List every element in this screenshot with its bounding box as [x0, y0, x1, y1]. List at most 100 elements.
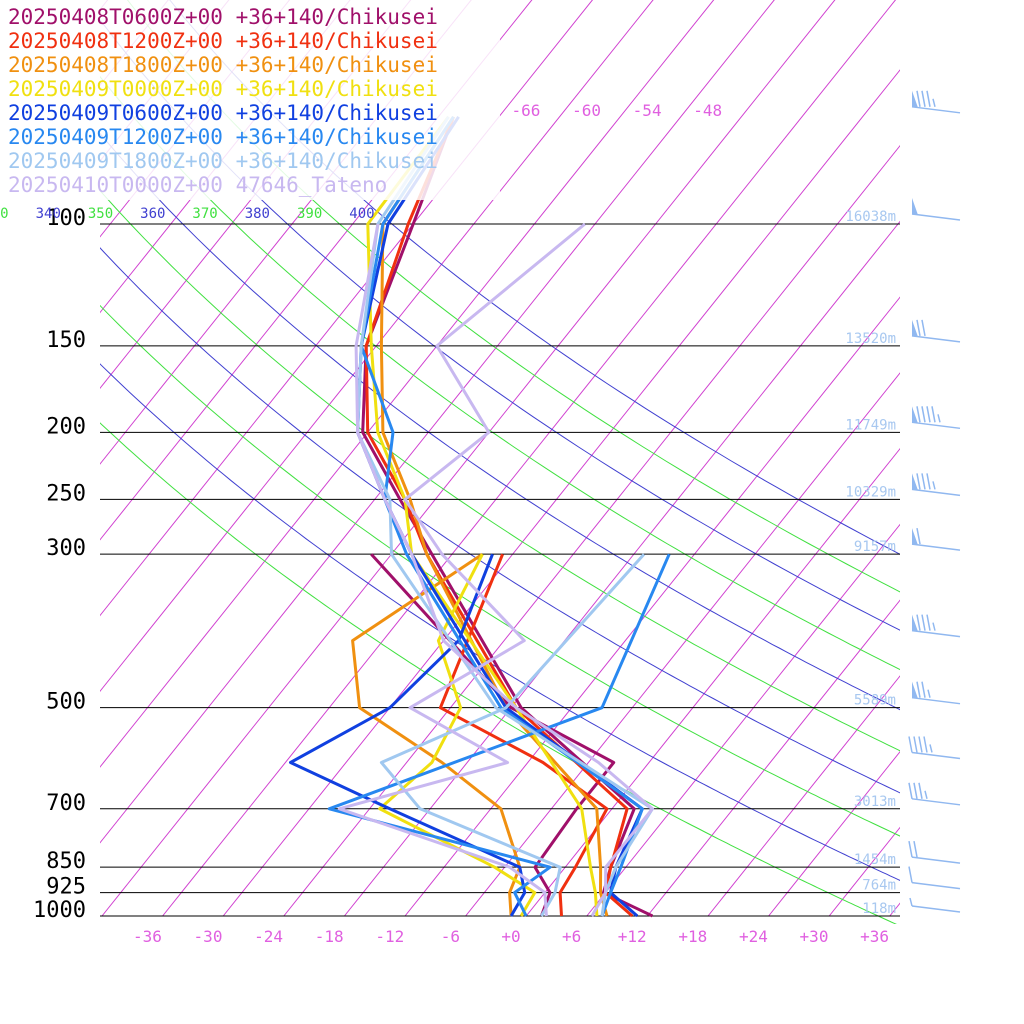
sounding-profiles	[289, 115, 671, 918]
dry-adiabat-line	[100, 247, 900, 794]
pressure-label: 500	[46, 690, 86, 715]
height-label: 1454m	[854, 852, 896, 868]
temperature-label: +24	[739, 927, 768, 946]
height-label: 3013m	[854, 794, 896, 810]
wind-barb	[908, 782, 961, 806]
legend-entry: 20250408T0600Z+00 +36+140/Chikusei	[8, 5, 438, 29]
temperature-label: -6	[441, 927, 460, 946]
legend-entry: 20250408T1200Z+00 +36+140/Chikusei	[8, 29, 438, 53]
temperature-profile-line	[359, 115, 644, 917]
height-label: 5589m	[854, 693, 896, 709]
legend-entry: 20250408T1800Z+00 +36+140/Chikusei	[8, 53, 438, 77]
dry-adiabat-line	[126, 0, 900, 593]
pressure-label: 300	[46, 536, 86, 561]
height-label: 9157m	[854, 539, 896, 555]
wind-barb	[911, 528, 961, 551]
legend-entry: 20250409T1800Z+00 +36+140/Chikusei	[8, 149, 438, 173]
legend-entry: 20250410T0000Z+00 47646_Tateno	[8, 173, 387, 197]
pressure-label: 850	[46, 849, 86, 874]
dewpoint-profile-line	[327, 553, 671, 917]
theta-label: 370	[192, 206, 217, 222]
dry-adiabat-line	[100, 422, 897, 924]
dry-adiabat-line	[100, 363, 900, 881]
isotherm-line	[950, 0, 1024, 916]
theta-label: 360	[140, 206, 165, 222]
theta-label: 340	[36, 206, 61, 222]
isotherm-line	[101, 0, 836, 917]
isotherm-line	[525, 447, 900, 917]
dewpoint-profile-line	[370, 553, 616, 917]
height-label: 11749m	[845, 417, 896, 433]
dry-adiabat-line	[100, 19, 900, 631]
height-label: 16038m	[845, 209, 896, 225]
temperature-label: +6	[562, 927, 581, 946]
wind-barb	[908, 866, 961, 890]
height-label: 10329m	[845, 484, 896, 500]
theta-label: 350	[88, 206, 113, 222]
wind-barbs	[908, 90, 961, 913]
top-temperature-labels: -66 -60 -54 -48	[511, 101, 722, 120]
wind-barb	[911, 406, 961, 430]
height-labels: 16038m 13520m 11749m 10329m 9157m 5589m 3013m 1…	[845, 209, 896, 917]
temperature-profile-line	[354, 223, 654, 917]
wind-barb	[911, 614, 961, 638]
theta-label: 380	[245, 206, 270, 222]
wind-barb	[911, 681, 961, 705]
dewpoint-profile-line	[351, 552, 522, 917]
isotherm-line	[100, 0, 594, 617]
pressure-label: 150	[46, 328, 86, 353]
temperature-label: +18	[678, 927, 707, 946]
dewpoint-profile-line	[337, 222, 586, 917]
dewpoint-profile-line	[378, 553, 537, 917]
top-temperature-label: -66	[511, 101, 540, 120]
top-temperature-label: -54	[633, 101, 662, 120]
legend-entry: 20250409T0600Z+00 +36+140/Chikusei	[8, 101, 438, 125]
wind-barb	[908, 841, 961, 864]
pressure-label: 700	[46, 791, 86, 816]
temperature-profile-line	[356, 115, 654, 917]
pressure-label: 1000	[33, 898, 86, 923]
dewpoint-profile-line	[438, 553, 609, 917]
wind-barb	[911, 198, 961, 221]
isotherm-line	[100, 0, 654, 693]
pressure-label: 250	[46, 481, 86, 506]
wind-barb	[911, 319, 961, 343]
isotherm-line	[707, 675, 900, 917]
isotherm-line	[162, 0, 897, 917]
wind-barb	[908, 736, 961, 760]
dewpoint-profile-line	[289, 553, 527, 917]
pressure-label: 100	[46, 206, 86, 231]
legend-entry: 20250409T1200Z+00 +36+140/Chikusei	[8, 125, 438, 149]
temperature-axis-labels: -36 -30 -24 -18 -12 -6 +0 +6 +12 +18 +24 +30 +36	[133, 927, 889, 946]
isotherm-line	[283, 144, 900, 917]
isotherm-line	[586, 523, 900, 917]
dry-adiabat-line	[100, 304, 900, 837]
top-temperature-label: -48	[693, 101, 722, 120]
wind-barb	[911, 90, 961, 114]
temperature-label: -24	[254, 927, 283, 946]
temperature-label: +30	[800, 927, 829, 946]
temperature-label: +12	[618, 927, 647, 946]
height-label: 13520m	[845, 331, 896, 347]
theta-label: 400	[349, 206, 374, 222]
legend-entry: 20250409T0000Z+00 +36+140/Chikusei	[8, 77, 438, 101]
isotherm-lines	[100, 0, 1024, 917]
temperature-label: -18	[315, 927, 344, 946]
dry-adiabat-line	[100, 75, 900, 671]
temperature-label: +0	[501, 927, 520, 946]
wind-barb	[909, 897, 961, 913]
isotherm-line	[222, 69, 900, 917]
isotherm-line	[647, 599, 900, 917]
legend: 20250408T0600Z+00 +36+140/Chikusei202504…	[0, 0, 500, 200]
wind-barb	[911, 473, 961, 497]
pressure-label: 200	[46, 414, 86, 439]
isotherm-line	[1011, 0, 1024, 916]
temperature-label: -30	[194, 927, 223, 946]
isotherm-line	[889, 902, 900, 917]
temperature-profile-line	[356, 115, 644, 918]
temperature-label: -36	[133, 927, 162, 946]
height-label: 764m	[862, 878, 896, 894]
pressure-label: 925	[46, 875, 86, 900]
